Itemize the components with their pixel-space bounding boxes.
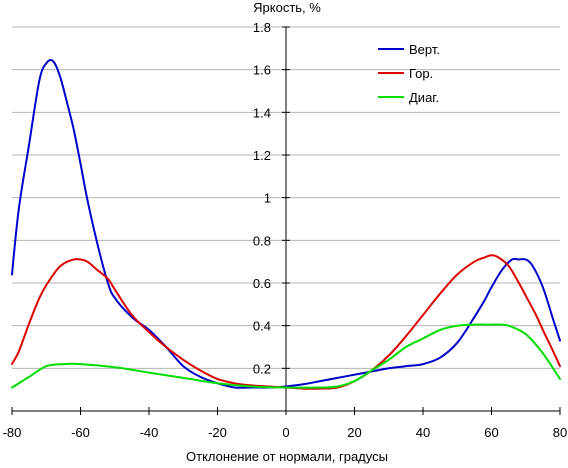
- y-tick-label: 1.2: [253, 148, 271, 163]
- axes: [11, 26, 561, 415]
- x-axis-label: Отклонение от нормали, градусы: [186, 449, 388, 464]
- y-tick-label: 1: [264, 191, 271, 206]
- y-tick-label: 0.2: [253, 361, 271, 376]
- x-tick-label: 80: [553, 425, 567, 440]
- y-tick-label: 1.6: [253, 63, 271, 78]
- y-tick-label: 0.6: [253, 276, 271, 291]
- x-tick-label: -40: [140, 425, 159, 440]
- series-lines: [11, 59, 561, 390]
- y-axis-label: Яркость, %: [253, 0, 321, 15]
- legend-label-vert: Верт.: [409, 42, 440, 57]
- y-tick-label: 0.4: [253, 319, 271, 334]
- x-tick-label: 0: [282, 425, 289, 440]
- legend-label-hor: Гор.: [409, 66, 433, 81]
- legend: Верт. Гор. Диаг.: [378, 42, 440, 105]
- x-tick-label: 60: [484, 425, 498, 440]
- x-tick-label: 40: [416, 425, 430, 440]
- y-tick-label: 1.4: [253, 105, 271, 120]
- legend-label-diag: Диаг.: [409, 90, 439, 105]
- x-tick-label: 20: [347, 425, 361, 440]
- x-tick-label: -80: [3, 425, 22, 440]
- x-tick-label: -60: [71, 425, 90, 440]
- series-line-diag: [11, 323, 561, 389]
- tick-labels: -80 -60 -40 -20 0 20 40 60 80 0.2 0.4 0.6 0.8 1 1.2 1.4…: [3, 20, 568, 440]
- y-tick-label: 1.8: [253, 20, 271, 35]
- x-tick-label: -20: [208, 425, 227, 440]
- y-tick-label: 0.8: [253, 233, 271, 248]
